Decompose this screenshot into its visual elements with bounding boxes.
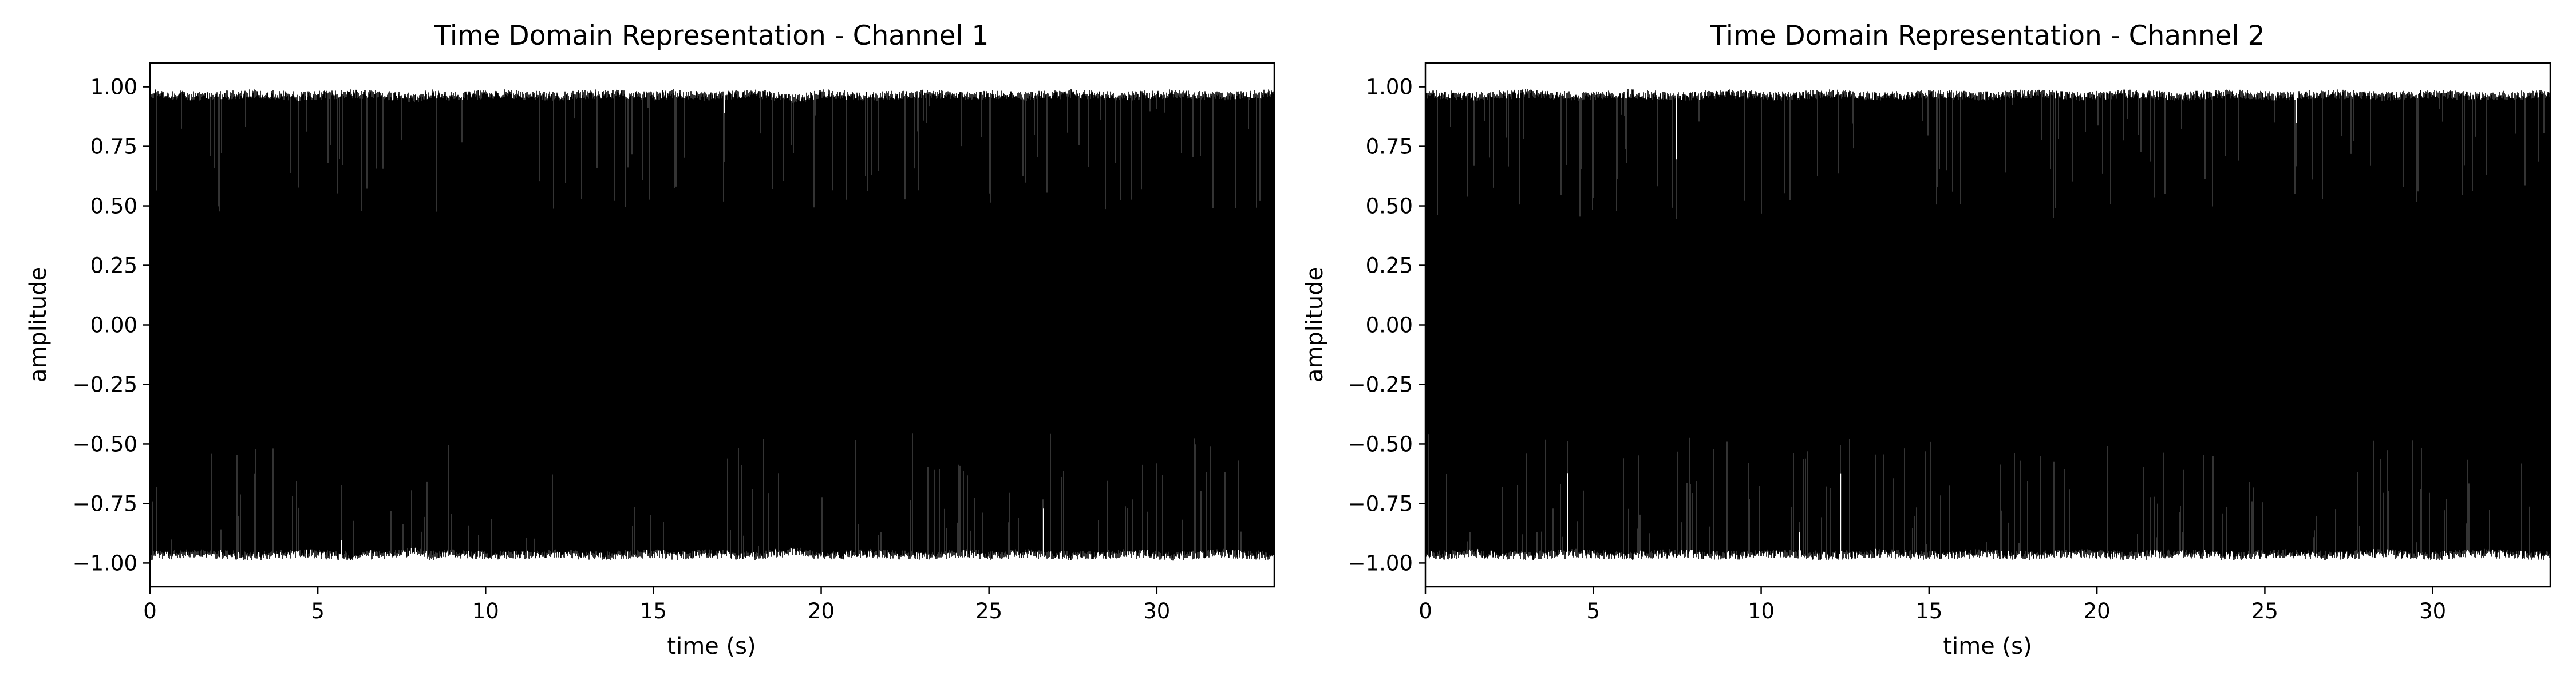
x-axis-label: time (s) [667, 633, 756, 660]
x-tick-label: 15 [640, 599, 667, 623]
chart-title: Time Domain Representation - Channel 2 [1710, 20, 2265, 52]
y-tick-label: 0.25 [90, 254, 137, 278]
signal-line [1425, 89, 2551, 560]
x-tick-label: 30 [2419, 599, 2446, 623]
x-tick-label: 10 [1748, 599, 1775, 623]
x-tick-label: 0 [1419, 599, 1432, 623]
y-tick-label: −0.75 [1348, 491, 1413, 516]
y-tick-label: 0.00 [1366, 313, 1413, 338]
x-tick-label: 10 [472, 599, 499, 623]
y-tick-label: −0.25 [73, 372, 137, 397]
plot-area: 0 5 10 15 20 25 30 −1.00 −0.75 −0.50 −0.25 0.00 0.25… [1348, 62, 2551, 623]
x-tick-label: 20 [808, 599, 835, 623]
chart-channel-1: Time Domain Representation - Channel 1 a… [25, 20, 1275, 660]
y-tick-label: −1.00 [73, 551, 137, 575]
y-tick-label: 0.75 [90, 135, 137, 159]
y-tick-label: 0.50 [90, 194, 137, 219]
x-tick-label: 25 [975, 599, 1002, 623]
y-tick-label: 0.75 [1366, 135, 1413, 159]
y-tick-label: 0.50 [1366, 194, 1413, 219]
chart-title: Time Domain Representation - Channel 1 [434, 20, 989, 52]
plot-area: 0 5 10 15 20 25 30 −1.00 −0.75 −0.50 −0.25 0.00 0.25… [73, 62, 1275, 623]
y-tick-label: −1.00 [1348, 551, 1413, 575]
x-tick-label: 5 [311, 599, 325, 623]
y-tick-label: −0.50 [73, 432, 137, 456]
signal-line [149, 89, 1275, 561]
x-tick-label: 15 [1915, 599, 1942, 623]
y-tick-label: −0.75 [73, 491, 137, 516]
x-tick-label: 5 [1587, 599, 1601, 623]
x-axis-label: time (s) [1943, 633, 2032, 660]
y-axis-label: amplitude [25, 267, 52, 382]
x-tick-label: 30 [1143, 599, 1170, 623]
x-tick-label: 20 [2084, 599, 2111, 623]
x-tick-label: 0 [143, 599, 157, 623]
y-tick-label: 0.00 [90, 313, 137, 338]
y-tick-label: 1.00 [1366, 75, 1413, 100]
x-tick-label: 25 [2251, 599, 2278, 623]
y-tick-label: −0.50 [1348, 432, 1413, 456]
y-tick-label: −0.25 [1348, 372, 1413, 397]
y-tick-label: 1.00 [90, 75, 137, 100]
y-tick-label: 0.25 [1366, 254, 1413, 278]
y-axis-label: amplitude [1302, 267, 1328, 382]
chart-channel-2: Time Domain Representation - Channel 2 a… [1302, 20, 2551, 660]
